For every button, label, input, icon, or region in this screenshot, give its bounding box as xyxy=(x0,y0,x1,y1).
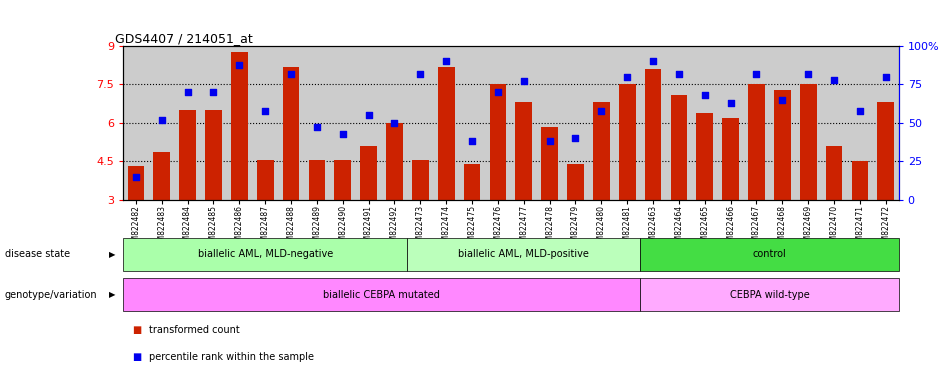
Bar xyxy=(877,103,894,200)
Point xyxy=(387,120,402,126)
Bar xyxy=(722,118,739,200)
Point xyxy=(517,78,532,84)
Text: CEBPA wild-type: CEBPA wild-type xyxy=(729,290,809,300)
Point xyxy=(361,112,377,118)
Point xyxy=(672,71,687,77)
Point xyxy=(542,138,557,144)
Bar xyxy=(593,103,610,200)
Text: biallelic AML, MLD-positive: biallelic AML, MLD-positive xyxy=(458,249,589,260)
Point xyxy=(620,74,635,80)
Point xyxy=(129,174,144,180)
Bar xyxy=(489,84,506,200)
Point xyxy=(723,100,738,106)
Bar xyxy=(774,89,791,200)
Point xyxy=(594,108,609,114)
Point xyxy=(749,71,764,77)
Bar xyxy=(464,164,481,200)
Bar xyxy=(640,278,899,311)
Bar xyxy=(644,69,661,200)
Text: disease state: disease state xyxy=(5,249,70,260)
Bar xyxy=(412,160,429,200)
Point xyxy=(568,135,583,141)
Text: ■: ■ xyxy=(132,352,142,362)
Bar xyxy=(619,84,636,200)
Point xyxy=(412,71,428,77)
Bar xyxy=(308,160,325,200)
Point xyxy=(464,138,480,144)
Bar xyxy=(205,110,222,200)
Bar xyxy=(153,152,170,200)
Point xyxy=(800,71,815,77)
Point xyxy=(284,71,299,77)
Bar xyxy=(696,113,713,200)
Bar xyxy=(799,84,816,200)
Point xyxy=(827,77,842,83)
Bar xyxy=(408,238,640,271)
Text: biallelic AML, MLD-negative: biallelic AML, MLD-negative xyxy=(198,249,333,260)
Bar xyxy=(128,166,145,200)
Bar xyxy=(851,161,868,200)
Point xyxy=(206,89,221,95)
Point xyxy=(490,89,505,95)
Bar xyxy=(567,164,584,200)
Bar xyxy=(123,238,408,271)
Bar xyxy=(360,146,377,200)
Text: biallelic CEBPA mutated: biallelic CEBPA mutated xyxy=(324,290,440,300)
Text: control: control xyxy=(752,249,786,260)
Point xyxy=(697,92,712,98)
Bar xyxy=(123,278,640,311)
Point xyxy=(257,108,272,114)
Point xyxy=(852,108,867,114)
Point xyxy=(309,124,324,131)
Bar xyxy=(541,127,558,200)
Text: ▶: ▶ xyxy=(109,290,115,299)
Bar xyxy=(438,66,455,200)
Text: transformed count: transformed count xyxy=(149,325,240,335)
Text: ■: ■ xyxy=(132,325,142,335)
Point xyxy=(180,89,195,95)
Bar xyxy=(179,110,196,200)
Text: percentile rank within the sample: percentile rank within the sample xyxy=(149,352,314,362)
Bar xyxy=(671,95,688,200)
Text: GDS4407 / 214051_at: GDS4407 / 214051_at xyxy=(115,32,253,45)
Point xyxy=(335,131,350,137)
Bar xyxy=(826,146,843,200)
Bar xyxy=(283,66,300,200)
Bar xyxy=(256,160,273,200)
Point xyxy=(439,58,454,65)
Point xyxy=(645,58,660,65)
Bar xyxy=(386,123,403,200)
Text: genotype/variation: genotype/variation xyxy=(5,290,97,300)
Bar xyxy=(334,160,351,200)
Text: ▶: ▶ xyxy=(109,250,115,259)
Bar xyxy=(640,238,899,271)
Bar xyxy=(748,84,765,200)
Point xyxy=(878,74,893,80)
Point xyxy=(775,97,790,103)
Bar xyxy=(231,53,248,200)
Point xyxy=(232,61,247,68)
Point xyxy=(154,117,169,123)
Bar xyxy=(516,103,533,200)
